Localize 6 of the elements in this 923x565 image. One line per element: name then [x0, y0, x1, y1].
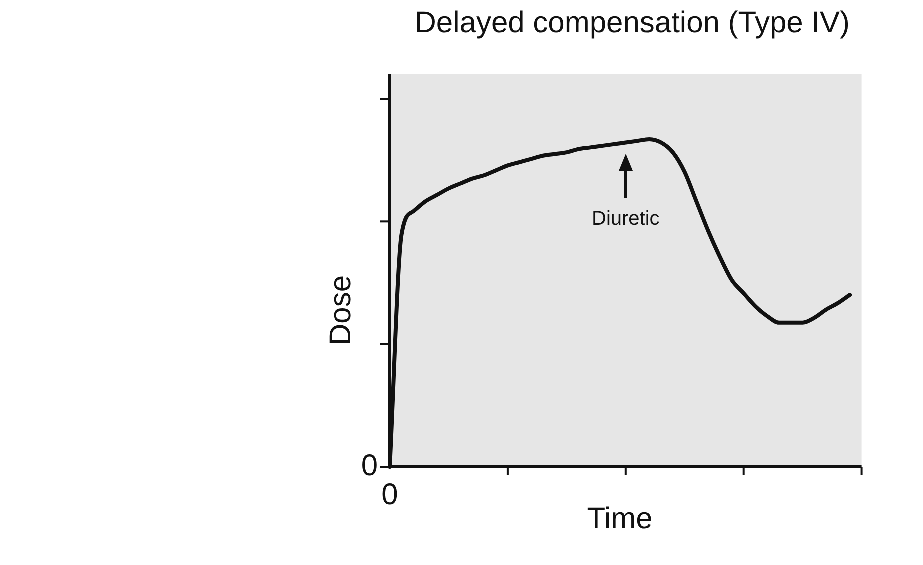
- annotation: Diuretic: [592, 208, 660, 230]
- chart-title: Delayed compensation (Type IV): [414, 6, 850, 40]
- text: 0: [361, 449, 378, 482]
- text: 0: [382, 478, 398, 512]
- x-axis-title: Time: [587, 502, 653, 536]
- y-axis-title: Dose: [324, 275, 358, 346]
